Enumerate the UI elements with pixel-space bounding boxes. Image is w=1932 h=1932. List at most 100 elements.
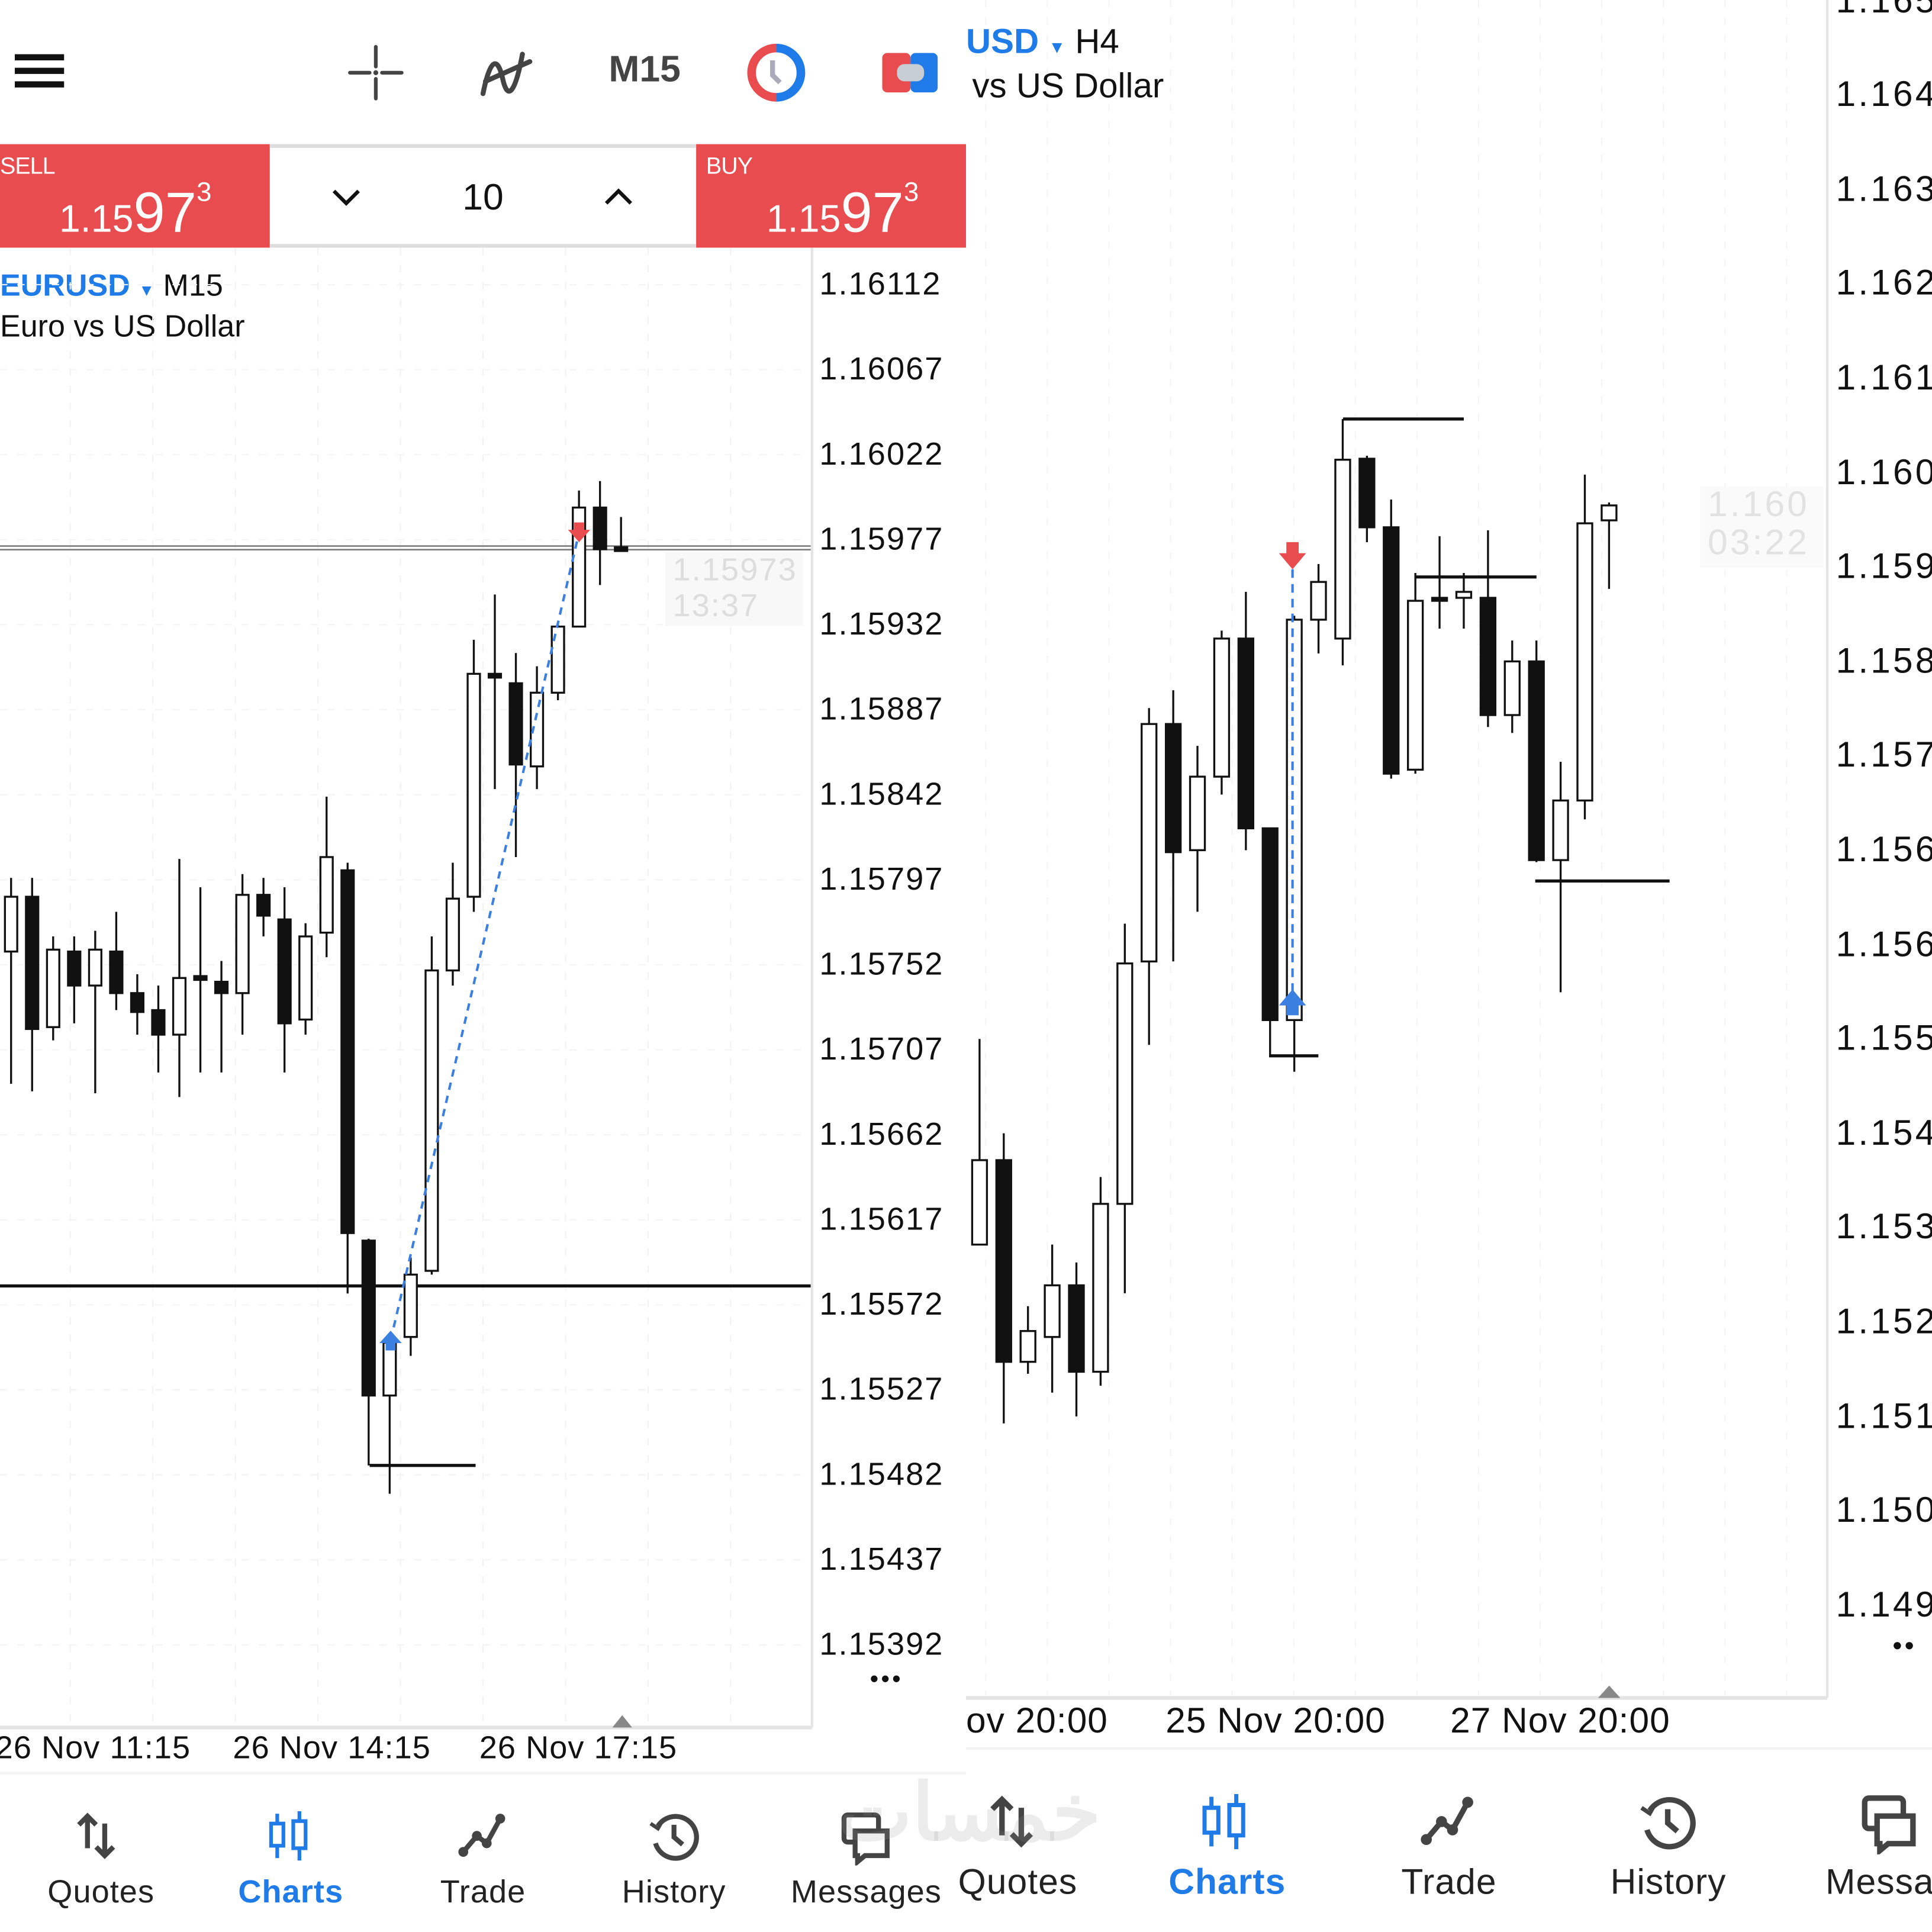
- nav-item-charts[interactable]: Charts: [192, 1775, 389, 1932]
- quotes-arrows-icon: [991, 1795, 1033, 1848]
- messages-bubbles-icon: [841, 1812, 890, 1866]
- increase-volume-chevron-up-icon[interactable]: [604, 187, 633, 207]
- price-axis-label: 1.15707: [819, 1030, 944, 1067]
- left-chart-description: Euro vs US Dollar: [0, 309, 245, 344]
- price-axis-label: 1.163: [1836, 169, 1932, 210]
- nav-item-quotes[interactable]: Quotes: [919, 1750, 1116, 1910]
- hamburger-menu-icon[interactable]: [14, 51, 66, 91]
- price-axis-label: 1.154: [1836, 1113, 1932, 1153]
- price-axis-label: 1.15572: [819, 1285, 944, 1322]
- nav-item-label: Quotes: [958, 1863, 1078, 1903]
- timeframe-button[interactable]: M15: [608, 49, 681, 90]
- symbol-selector[interactable]: EURUSD: [0, 268, 130, 304]
- nav-item-label: Trade: [440, 1873, 526, 1910]
- bullish-candle: [1601, 504, 1618, 521]
- nav-item-label: Messag: [1825, 1863, 1932, 1903]
- bullish-candle: [1407, 600, 1424, 771]
- bullish-candle: [403, 1273, 418, 1338]
- decrease-volume-chevron-down-icon[interactable]: [331, 187, 361, 207]
- bearish-candle: [508, 682, 523, 766]
- bullish-candle: [1019, 1330, 1036, 1363]
- lot-volume-control: 10: [269, 144, 697, 248]
- price-axis-label: 1.15977: [819, 520, 944, 557]
- bearish-candle: [593, 506, 607, 550]
- price-axis-label: 1.15662: [819, 1115, 944, 1152]
- quotes-arrows-icon: [77, 1812, 115, 1859]
- bullish-candle: [1334, 459, 1351, 640]
- left-scroll-marker-icon[interactable]: [612, 1715, 632, 1728]
- price-axis-label: 1.16112: [819, 265, 942, 302]
- bearish-candle: [256, 894, 271, 917]
- price-axis-label: 1.15842: [819, 775, 944, 812]
- bearish-candle: [1164, 723, 1182, 854]
- nav-item-messages[interactable]: Messages: [768, 1775, 965, 1932]
- indicators-icon[interactable]: [478, 44, 537, 101]
- price-axis-label: 1.16022: [819, 434, 944, 472]
- nav-item-messag[interactable]: Messag: [1792, 1750, 1932, 1910]
- symbol-selector[interactable]: USD: [965, 22, 1039, 60]
- bullish-candle: [1310, 581, 1327, 621]
- left-toolbar: M15: [0, 0, 966, 144]
- bearish-candle: [1431, 597, 1448, 602]
- nav-item-label: Charts: [1168, 1863, 1286, 1903]
- crosshair-icon[interactable]: [347, 44, 404, 101]
- bullish-candle: [971, 1159, 988, 1246]
- nav-item-quotes[interactable]: Quotes: [2, 1775, 199, 1932]
- price-axis-label: 1.159: [1836, 547, 1932, 587]
- symbol-dropdown-icon[interactable]: ▼: [1048, 37, 1066, 57]
- price-axis-label: 1.156: [1836, 830, 1932, 870]
- nav-item-trade[interactable]: Trade: [1350, 1750, 1547, 1910]
- nav-item-trade[interactable]: Trade: [384, 1775, 581, 1932]
- time-axis-label: 25 Nov 20:00: [1165, 1701, 1386, 1741]
- nav-item-history[interactable]: History: [575, 1775, 772, 1932]
- bullish-candle: [529, 691, 545, 768]
- nav-item-charts[interactable]: Charts: [1129, 1750, 1326, 1910]
- bullish-candle: [1044, 1284, 1061, 1338]
- right-scroll-marker-icon[interactable]: [1598, 1685, 1621, 1698]
- buy-button[interactable]: BUY 1.15973: [696, 144, 966, 248]
- bullish-candle: [319, 856, 334, 934]
- bearish-candle: [1528, 660, 1545, 861]
- bullish-candle: [46, 948, 60, 1028]
- time-axis-label: 27 Nov 20:00: [1450, 1701, 1670, 1741]
- trade-dashed-line: [389, 532, 581, 1341]
- bearish-candle: [109, 950, 124, 994]
- charts-candles-icon: [269, 1811, 308, 1861]
- bearish-candle: [995, 1159, 1012, 1363]
- volume-input[interactable]: 10: [462, 177, 504, 218]
- bearish-candle: [361, 1239, 376, 1397]
- sell-price: 1.15973: [59, 176, 212, 245]
- bearish-candle: [1383, 526, 1400, 775]
- time-axis-label: 26 Nov 11:15: [0, 1728, 191, 1766]
- price-axis-label: 1.161: [1836, 358, 1932, 398]
- sell-button[interactable]: SELL 1.15973: [0, 144, 270, 248]
- right-current-price-tag: 1.160 03:22: [1700, 486, 1824, 568]
- bullish-candle: [1455, 591, 1473, 599]
- left-bottom-nav: Quotes Charts Trade History Messages: [0, 1772, 966, 1932]
- price-axis-label: 1.150: [1836, 1490, 1932, 1531]
- left-current-price-tag: 1.15973 13:37: [665, 552, 804, 626]
- bearish-candle: [614, 546, 629, 552]
- trade-clock-icon[interactable]: [746, 43, 806, 102]
- bearish-candle: [487, 672, 503, 679]
- bearish-candle: [1261, 827, 1279, 1022]
- right-more-button[interactable]: ••: [1892, 1630, 1917, 1661]
- bullish-candle: [445, 897, 461, 972]
- one-click-trading-icon[interactable]: [882, 50, 939, 95]
- bullish-candle: [1503, 660, 1521, 716]
- price-axis-label: 1.15482: [819, 1455, 944, 1492]
- buy-price-pips: 97: [841, 179, 904, 244]
- buy-price-prefix: 1.15: [766, 197, 841, 240]
- bearish-candle: [67, 950, 82, 987]
- nav-item-history[interactable]: History: [1570, 1750, 1767, 1910]
- bullish-candle: [298, 935, 313, 1021]
- left-more-button[interactable]: •••: [870, 1666, 903, 1693]
- trade-line-icon: [1421, 1796, 1474, 1846]
- price-axis-label: 1.15752: [819, 945, 944, 983]
- history-clock-icon: [1641, 1797, 1696, 1850]
- time-axis-label: 26 Nov 17:15: [479, 1728, 678, 1766]
- bullish-candle: [1286, 619, 1303, 1022]
- bearish-candle: [25, 896, 40, 1031]
